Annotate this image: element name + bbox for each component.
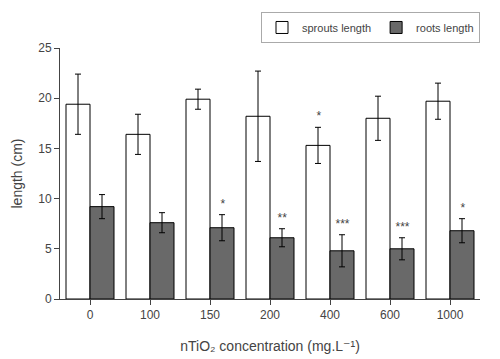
svg-text:nTiO₂ concentration (mg.L⁻¹): nTiO₂ concentration (mg.L⁻¹) [180, 338, 360, 354]
svg-text:roots length: roots length [416, 22, 473, 34]
svg-text:length (cm): length (cm) [9, 138, 25, 208]
svg-text:*: * [220, 197, 225, 211]
svg-text:*: * [460, 201, 465, 215]
svg-text:sprouts length: sprouts length [302, 22, 371, 34]
svg-text:15: 15 [38, 142, 52, 156]
svg-text:0: 0 [87, 308, 94, 322]
svg-text:20: 20 [38, 91, 52, 105]
svg-text:200: 200 [260, 308, 280, 322]
svg-text:***: *** [335, 217, 349, 231]
svg-text:1000: 1000 [437, 308, 464, 322]
svg-text:10: 10 [38, 192, 52, 206]
svg-text:0: 0 [45, 292, 52, 306]
svg-text:*: * [316, 109, 321, 123]
svg-text:100: 100 [140, 308, 160, 322]
svg-text:400: 400 [320, 308, 340, 322]
svg-text:600: 600 [380, 308, 400, 322]
svg-text:5: 5 [45, 242, 52, 256]
svg-text:25: 25 [38, 41, 52, 55]
svg-text:150: 150 [200, 308, 220, 322]
svg-text:**: ** [277, 211, 287, 225]
svg-text:***: *** [395, 220, 409, 234]
